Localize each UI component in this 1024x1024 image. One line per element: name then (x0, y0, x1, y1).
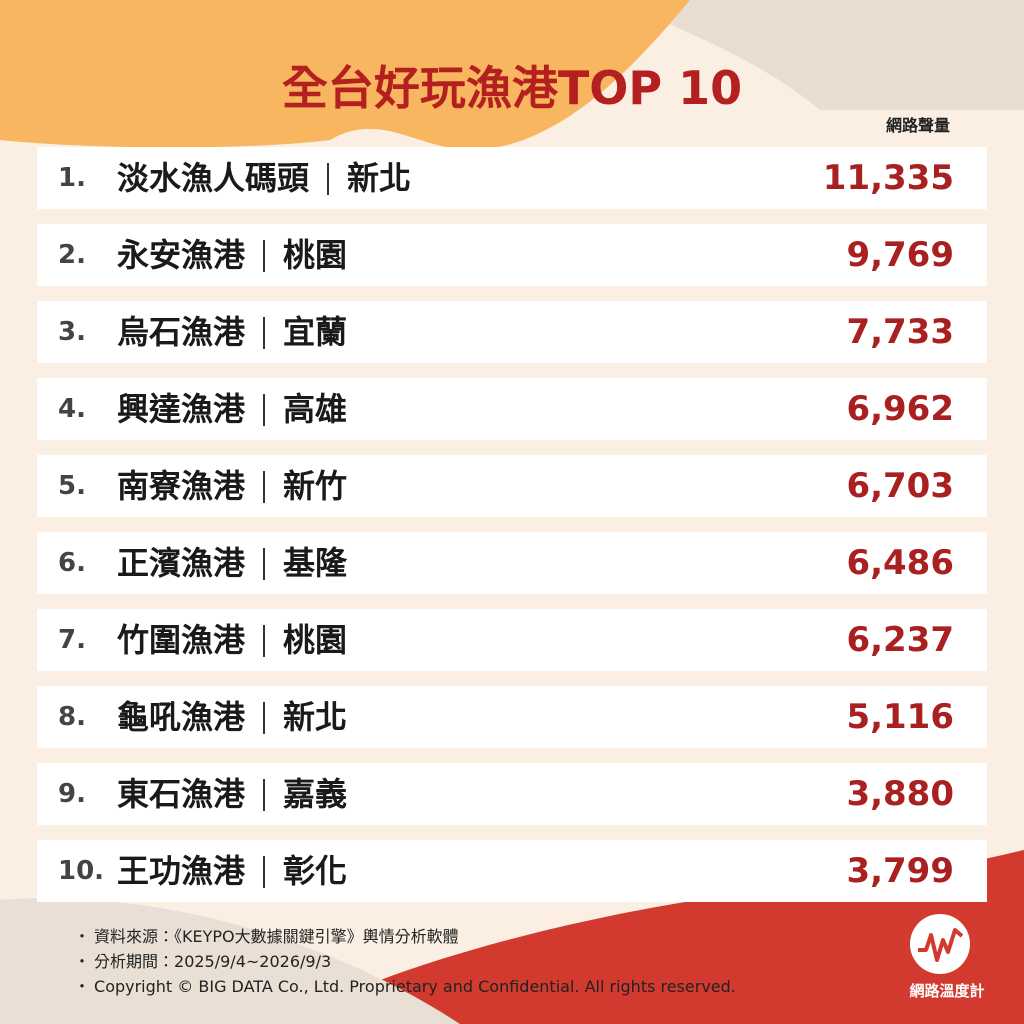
port-name: 烏石漁港 (117, 313, 246, 351)
port-name: 正濱漁港 (117, 544, 246, 582)
port-name: 竹圍漁港 (117, 621, 246, 659)
port-name: 永安漁港 (117, 236, 246, 274)
separator (263, 548, 265, 580)
port-name: 龜吼漁港 (117, 698, 246, 736)
footnotes: 資料來源：《KEYPO大數據關鍵引擎》輿情分析軟體分析期間：2025/9/4~2… (74, 924, 736, 999)
separator (263, 471, 265, 503)
port-name: 南寮漁港 (117, 467, 246, 505)
volume: 6,703 (846, 466, 954, 506)
volume: 3,880 (846, 774, 954, 814)
table-row: 10. 王功漁港 彰化 3,799 (37, 840, 987, 902)
rank: 3. (58, 317, 86, 347)
column-label: 網路聲量 (885, 116, 950, 135)
rank: 2. (58, 240, 86, 270)
separator (263, 317, 265, 349)
volume: 6,486 (846, 543, 954, 583)
region: 基隆 (283, 544, 348, 582)
table-row: 6. 正濱漁港 基隆 6,486 (37, 532, 987, 594)
table-row: 1. 淡水漁人碼頭 新北 11,335 (37, 147, 987, 209)
footnote: Copyright © BIG DATA Co., Ltd. Proprieta… (74, 974, 736, 999)
region: 宜蘭 (283, 313, 348, 351)
table-row: 7. 竹圍漁港 桃園 6,237 (37, 609, 987, 671)
separator (263, 779, 265, 811)
logo-text: 網路溫度計 (909, 982, 985, 1000)
rank: 9. (58, 779, 86, 809)
separator (263, 856, 265, 888)
table-row: 5. 南寮漁港 新竹 6,703 (37, 455, 987, 517)
table-row: 2. 永安漁港 桃園 9,769 (37, 224, 987, 286)
separator (263, 394, 265, 426)
table-row: 4. 興達漁港 高雄 6,962 (37, 378, 987, 440)
rank: 10. (58, 856, 105, 886)
separator (263, 625, 265, 657)
volume: 9,769 (846, 235, 954, 275)
rank: 8. (58, 702, 86, 732)
volume: 7,733 (846, 312, 954, 352)
footnote: 資料來源：《KEYPO大數據關鍵引擎》輿情分析軟體 (74, 924, 736, 949)
gray-blob (620, 0, 1024, 110)
port-name: 東石漁港 (117, 775, 246, 813)
rank: 5. (58, 471, 86, 501)
separator (263, 240, 265, 272)
orange-blob (0, 0, 690, 150)
volume: 3,799 (846, 851, 954, 891)
separator (327, 163, 329, 195)
port-name: 王功漁港 (117, 852, 246, 890)
volume: 11,335 (822, 158, 954, 198)
logo-icon (918, 928, 964, 962)
rank: 4. (58, 394, 86, 424)
port-name: 興達漁港 (117, 390, 246, 428)
footnote: 分析期間：2025/9/4~2026/9/3 (74, 949, 736, 974)
region: 新竹 (283, 467, 348, 505)
volume: 6,962 (846, 389, 954, 429)
region: 新北 (347, 159, 412, 197)
region: 新北 (283, 698, 348, 736)
region: 高雄 (283, 390, 348, 428)
rank: 6. (58, 548, 86, 578)
region: 彰化 (283, 852, 348, 890)
region: 桃園 (283, 236, 348, 274)
region: 嘉義 (283, 775, 348, 813)
separator (263, 702, 265, 734)
volume: 6,237 (846, 620, 954, 660)
volume: 5,116 (846, 697, 954, 737)
port-name: 淡水漁人碼頭 (117, 159, 310, 197)
title: 全台好玩漁港TOP 10 (281, 61, 743, 115)
table-row: 9. 東石漁港 嘉義 3,880 (37, 763, 987, 825)
region: 桃園 (283, 621, 348, 659)
table-row: 3. 烏石漁港 宜蘭 7,733 (37, 301, 987, 363)
table-row: 8. 龜吼漁港 新北 5,116 (37, 686, 987, 748)
rank: 1. (58, 163, 86, 193)
rank: 7. (58, 625, 86, 655)
